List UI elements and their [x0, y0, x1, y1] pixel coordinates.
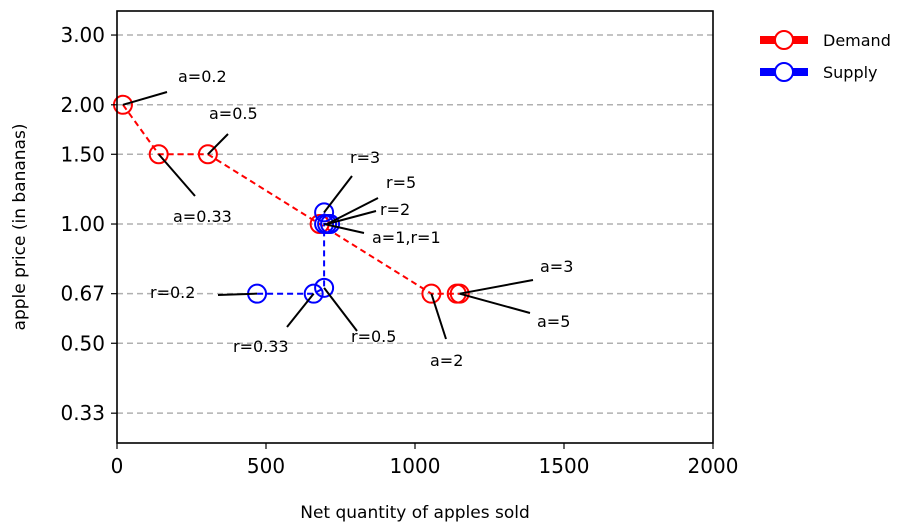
series-line-supply [257, 211, 332, 295]
annotation-arrow [430, 293, 447, 340]
annotation-arrow [286, 293, 315, 328]
annotation-arrow [157, 153, 196, 197]
data-point-demand [148, 144, 169, 165]
legend-label: Demand [823, 31, 891, 50]
data-point-demand [197, 144, 218, 165]
annotation-arrow [326, 210, 377, 225]
data-point-demand [421, 283, 442, 304]
annotation-arrow [323, 287, 358, 332]
annotation-arrow [207, 133, 229, 155]
y-tick-label: 1.50 [60, 142, 105, 166]
y-tick-label: 0.33 [60, 401, 105, 425]
annotation-label: r=2 [380, 200, 410, 219]
y-axis-label: apple price (in bananas) [10, 124, 30, 331]
annotation-arrow [459, 279, 534, 295]
x-axis-ticks: 0 500 1000 1500 2000 [111, 443, 739, 478]
y-tick-label: 3.00 [60, 23, 105, 47]
legend-swatch-marker [774, 30, 794, 50]
annotation-label: a=3 [540, 257, 573, 276]
annotation-label: a=0.33 [173, 207, 232, 226]
y-axis-ticks: 0.33 0.50 0.67 1.00 1.50 2.00 3.00 [60, 23, 117, 425]
series-points [112, 94, 470, 304]
annotation-label: r=0.33 [233, 337, 289, 356]
annotation-label: r=0.5 [351, 327, 396, 346]
legend-label: Supply [823, 63, 878, 82]
x-axis-label: Net quantity of apples sold [300, 503, 530, 523]
x-tick-label: 0 [111, 454, 124, 478]
annotation-arrow [459, 292, 531, 314]
legend: Demand Supply [760, 30, 891, 82]
x-tick-label: 1000 [390, 454, 441, 478]
data-point-supply [303, 283, 324, 304]
annotation-label: a=0.5 [209, 104, 258, 123]
y-tick-label: 0.50 [60, 331, 105, 355]
x-tick-label: 1500 [539, 454, 590, 478]
x-tick-label: 500 [247, 454, 285, 478]
annotation-label: r=3 [350, 148, 380, 167]
annotation-label: r=0.2 [150, 283, 195, 302]
data-point-supply [314, 202, 335, 223]
x-tick-label: 2000 [688, 454, 739, 478]
annotation-arrow [323, 223, 365, 234]
data-point-demand [449, 283, 470, 304]
annotation-label: a=5 [537, 312, 570, 331]
annotation-label: a=1,r=1 [372, 228, 441, 247]
legend-swatch-marker [774, 62, 794, 82]
annotations: a=0.2 a=0.5 a=0.33 r=3 r=5 r=2 a=1,r=1 a=3 a=5 a=… [122, 67, 573, 370]
annotation-arrow [323, 175, 353, 213]
y-tick-label: 2.00 [60, 93, 105, 117]
data-point-supply [314, 277, 335, 298]
annotation-label: a=0.2 [178, 67, 227, 86]
annotation-label: r=5 [386, 173, 416, 192]
annotation-arrow [326, 197, 379, 225]
annotation-arrow [122, 91, 168, 106]
annotation-label: a=2 [430, 351, 463, 370]
y-tick-label: 1.00 [60, 212, 105, 236]
data-point-supply [320, 214, 341, 235]
y-tick-label: 0.67 [60, 282, 105, 306]
annotation-arrow [217, 292, 258, 296]
